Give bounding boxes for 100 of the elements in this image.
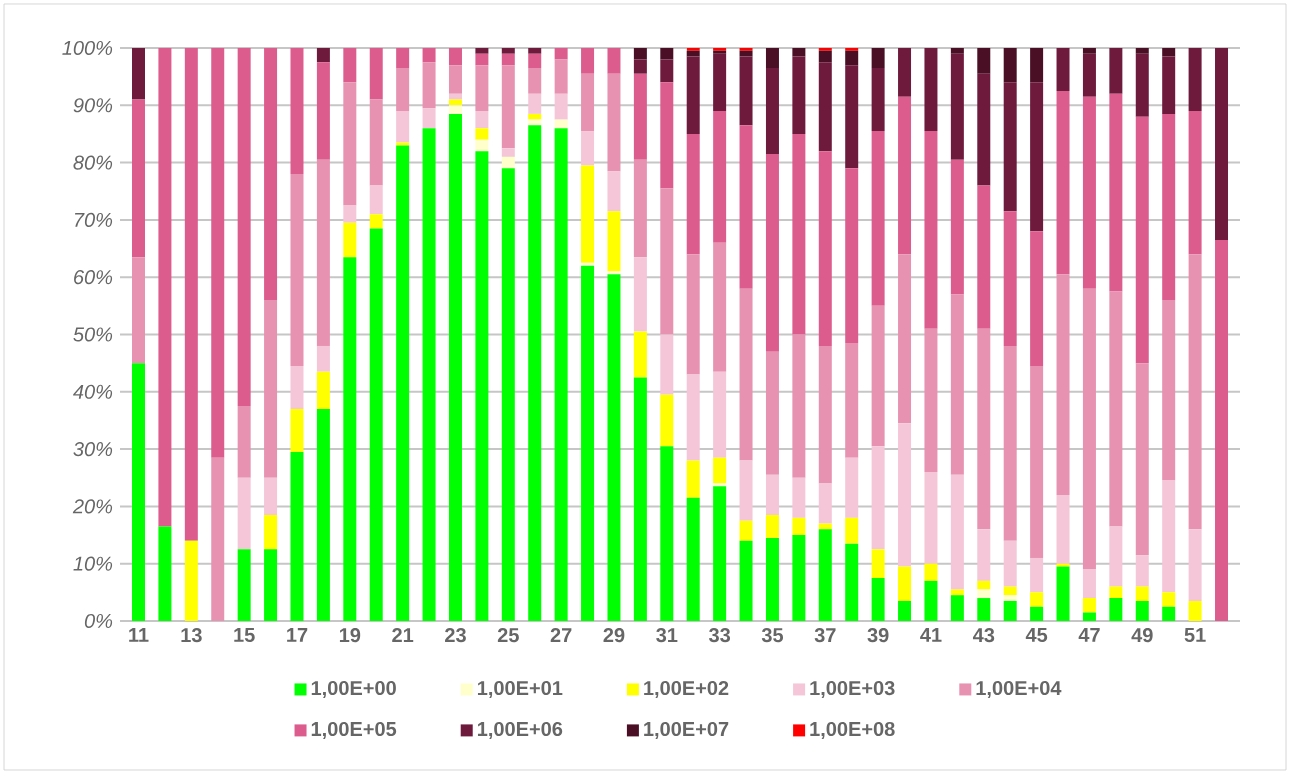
bar — [924, 131, 938, 329]
bar — [713, 483, 727, 487]
bar — [369, 214, 383, 229]
bar — [1135, 47, 1149, 54]
bar — [343, 205, 357, 223]
bar — [528, 125, 542, 621]
bar — [845, 168, 859, 344]
bar — [1003, 600, 1017, 621]
bar — [501, 47, 515, 54]
bar — [765, 514, 779, 538]
bar — [739, 540, 753, 621]
bar — [581, 262, 595, 266]
bar — [528, 47, 542, 54]
bar — [396, 47, 410, 69]
bar — [1109, 291, 1123, 527]
legend-label: 1,00E+01 — [477, 680, 563, 699]
bar — [343, 257, 357, 621]
bar — [369, 99, 383, 186]
bar — [264, 47, 278, 301]
bar — [924, 563, 938, 581]
bar — [792, 334, 806, 478]
bar — [501, 53, 515, 66]
bar — [977, 589, 991, 599]
x-tick-label: 35 — [761, 628, 784, 643]
bar — [475, 53, 489, 66]
bar — [343, 82, 357, 206]
bar — [184, 540, 198, 621]
bar — [1030, 557, 1044, 593]
bar — [607, 274, 621, 621]
bar — [501, 168, 515, 621]
bar — [1162, 47, 1176, 57]
bar — [898, 600, 912, 621]
bar — [1082, 569, 1096, 599]
x-tick-label: 29 — [603, 628, 625, 643]
y-tick-label: 60% — [74, 270, 113, 285]
bar — [528, 93, 542, 114]
bar — [686, 460, 700, 498]
bar — [1082, 53, 1096, 97]
legend-label: 1,00E+05 — [311, 721, 397, 739]
bar — [316, 159, 330, 346]
bar — [713, 457, 727, 484]
bar — [977, 47, 991, 74]
bar — [554, 47, 568, 60]
bar — [792, 517, 806, 536]
bar — [448, 47, 462, 66]
x-tick-label: 41 — [920, 628, 942, 642]
bar — [396, 68, 410, 112]
bar — [950, 474, 964, 590]
x-tick-label: 15 — [234, 628, 255, 642]
bar — [871, 47, 885, 69]
bar — [950, 47, 964, 54]
bar — [1109, 47, 1123, 94]
x-tick-label: 33 — [708, 628, 731, 643]
bar — [554, 59, 568, 94]
bar — [581, 265, 595, 621]
bar — [211, 47, 225, 458]
bar — [765, 474, 779, 515]
bar — [713, 242, 727, 372]
bar — [554, 128, 568, 621]
bar — [1188, 111, 1202, 255]
legend-label: 1,00E+06 — [477, 721, 563, 739]
bar — [871, 305, 885, 447]
bar — [871, 549, 885, 579]
bar — [528, 113, 542, 120]
bar — [924, 472, 938, 564]
bar — [713, 111, 727, 243]
bar — [1003, 540, 1017, 587]
bar — [1215, 239, 1229, 621]
bar — [422, 128, 436, 621]
bar — [501, 156, 515, 169]
bar — [264, 549, 278, 621]
bar — [739, 460, 753, 521]
bar — [316, 62, 330, 160]
bar — [950, 53, 964, 160]
bar — [633, 47, 647, 60]
bar — [633, 331, 647, 378]
bar — [1082, 612, 1096, 621]
bar — [898, 47, 912, 97]
bar — [686, 497, 700, 621]
bar — [448, 105, 462, 114]
bar — [924, 328, 938, 473]
bar — [316, 408, 330, 621]
bar — [237, 47, 251, 407]
bar — [765, 68, 779, 154]
bar — [554, 119, 568, 129]
bar — [422, 47, 436, 63]
bar — [132, 257, 145, 364]
bar — [792, 47, 806, 57]
bar — [1188, 254, 1202, 530]
bar — [158, 47, 172, 527]
bar — [871, 446, 885, 550]
x-tick-label: 31 — [656, 628, 678, 643]
bar — [660, 188, 674, 335]
bar — [792, 133, 806, 335]
y-tick-label: 10% — [73, 556, 113, 571]
bar — [607, 47, 621, 74]
bar — [898, 566, 912, 601]
bar — [475, 47, 489, 54]
bar — [1056, 494, 1070, 564]
bar — [1003, 47, 1017, 83]
